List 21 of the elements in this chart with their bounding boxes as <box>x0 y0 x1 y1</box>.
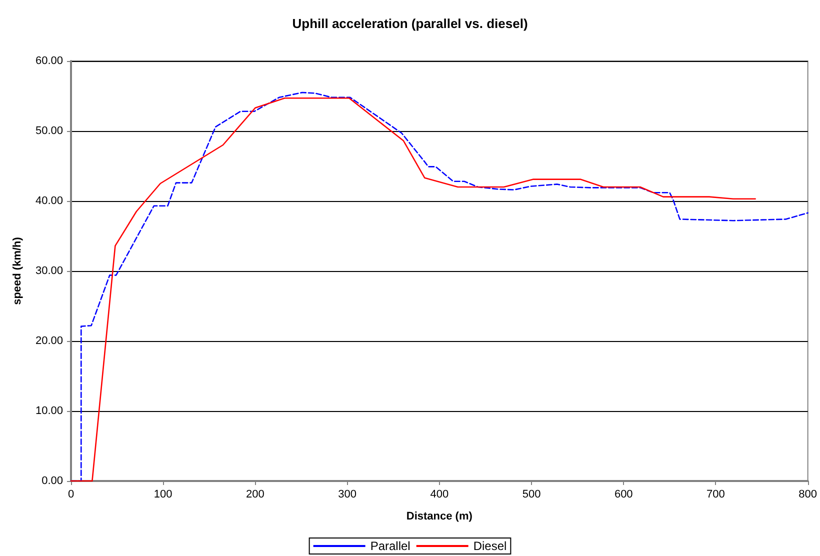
x-tick-label: 700 <box>706 488 725 500</box>
x-tick-label: 0 <box>68 488 74 500</box>
x-tick-label: 200 <box>246 488 264 500</box>
legend-label: Diesel <box>473 539 507 553</box>
x-axis-title: Distance (m) <box>406 510 473 522</box>
y-tick-label: 10.00 <box>35 405 63 417</box>
x-tick-label: 300 <box>338 488 356 500</box>
x-tick-label: 800 <box>798 488 818 500</box>
y-axis-title: speed (km/h) <box>12 236 24 305</box>
x-tick-label: 100 <box>154 488 172 500</box>
y-tick-label: 30.00 <box>35 265 63 277</box>
legend-label: Parallel <box>370 539 410 553</box>
y-tick-label: 20.00 <box>35 335 63 347</box>
y-tick-label: 40.00 <box>35 195 63 207</box>
y-tick-label: 50.00 <box>35 125 63 137</box>
x-tick-label: 500 <box>522 488 541 500</box>
x-tick-label: 400 <box>430 488 449 500</box>
chart-title: Uphill acceleration (parallel vs. diesel) <box>292 16 528 31</box>
y-tick-label: 0.00 <box>42 475 63 487</box>
y-tick-label: 60.00 <box>35 55 63 67</box>
x-tick-label: 600 <box>614 488 633 500</box>
